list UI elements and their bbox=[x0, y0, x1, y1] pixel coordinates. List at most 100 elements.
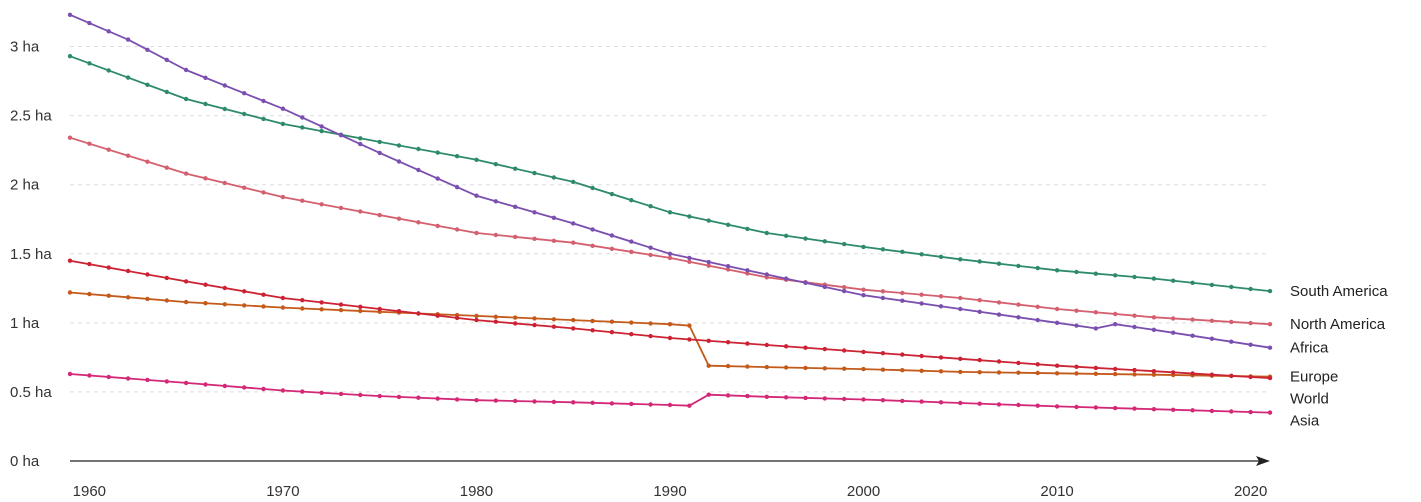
label-layer: South America North America Africa Europe Wo… bbox=[1290, 283, 1388, 430]
data-point bbox=[1171, 330, 1176, 335]
data-point bbox=[996, 300, 1002, 305]
data-point bbox=[1035, 304, 1040, 309]
data-point bbox=[164, 298, 169, 303]
data-point bbox=[1054, 404, 1060, 409]
data-point bbox=[280, 121, 286, 127]
data-point bbox=[300, 306, 305, 311]
data-point bbox=[67, 135, 73, 140]
data-point bbox=[261, 292, 266, 297]
data-point bbox=[1113, 273, 1118, 278]
data-point bbox=[377, 393, 382, 399]
data-point bbox=[1016, 360, 1021, 366]
data-point bbox=[261, 304, 266, 309]
data-point bbox=[377, 212, 382, 218]
data-point bbox=[1132, 324, 1137, 330]
data-point bbox=[1035, 403, 1040, 408]
data-point bbox=[842, 348, 847, 353]
data-point bbox=[725, 222, 731, 227]
data-point bbox=[667, 402, 673, 408]
data-point bbox=[377, 306, 382, 312]
data-point bbox=[977, 357, 982, 363]
data-point bbox=[183, 67, 189, 73]
data-point bbox=[493, 162, 498, 167]
data-point bbox=[1016, 263, 1021, 269]
data-point bbox=[706, 363, 711, 368]
y-tick-label: 1 ha bbox=[10, 315, 40, 332]
data-point bbox=[164, 165, 169, 170]
data-point bbox=[1016, 302, 1021, 307]
data-point bbox=[474, 230, 479, 236]
data-point bbox=[493, 398, 498, 403]
data-point bbox=[1190, 317, 1195, 322]
data-point bbox=[145, 159, 150, 164]
data-point bbox=[1113, 371, 1118, 377]
data-point bbox=[416, 311, 421, 316]
data-point bbox=[880, 289, 886, 294]
data-point bbox=[958, 356, 963, 361]
data-point bbox=[493, 319, 498, 324]
data-point bbox=[861, 244, 866, 250]
data-point bbox=[687, 214, 692, 219]
data-point bbox=[571, 240, 576, 245]
data-point bbox=[842, 285, 847, 290]
data-point bbox=[1074, 269, 1079, 275]
data-point bbox=[783, 365, 789, 370]
data-point bbox=[1190, 408, 1195, 413]
data-point bbox=[125, 268, 131, 274]
data-point bbox=[203, 101, 208, 107]
data-point bbox=[958, 257, 963, 262]
data-point bbox=[67, 54, 73, 59]
data-point bbox=[629, 249, 634, 254]
data-point bbox=[300, 389, 305, 394]
data-point bbox=[1093, 271, 1099, 276]
data-point bbox=[1171, 407, 1176, 412]
data-point bbox=[706, 259, 711, 265]
data-point bbox=[125, 75, 131, 80]
data-point bbox=[1113, 405, 1118, 411]
data-point bbox=[474, 317, 479, 323]
data-point bbox=[454, 227, 460, 232]
data-point bbox=[1132, 367, 1137, 373]
data-point bbox=[764, 272, 769, 277]
data-point bbox=[1132, 274, 1137, 280]
data-point bbox=[242, 289, 247, 294]
data-point bbox=[513, 166, 518, 171]
data-point bbox=[551, 175, 557, 180]
data-point bbox=[280, 295, 286, 301]
data-point bbox=[783, 276, 789, 281]
series-label: Africa bbox=[1290, 340, 1329, 357]
data-point bbox=[1229, 319, 1234, 325]
data-point bbox=[67, 12, 73, 17]
data-point bbox=[222, 383, 227, 389]
data-point bbox=[416, 167, 421, 173]
data-point bbox=[1171, 316, 1176, 321]
data-point bbox=[87, 141, 92, 146]
data-point bbox=[261, 116, 266, 122]
data-point bbox=[938, 304, 944, 309]
data-point bbox=[880, 247, 886, 252]
data-point bbox=[1074, 404, 1079, 410]
data-point bbox=[725, 264, 731, 269]
data-point bbox=[861, 287, 866, 292]
data-point bbox=[822, 284, 827, 290]
x-tick-label: 2000 bbox=[847, 483, 880, 500]
y-tick-label: 0 ha bbox=[10, 453, 40, 470]
data-point bbox=[222, 106, 227, 112]
data-point bbox=[435, 223, 440, 229]
data-point bbox=[1054, 371, 1060, 376]
data-point bbox=[900, 298, 905, 303]
y-tick-label: 1.5 ha bbox=[10, 246, 52, 263]
data-point bbox=[1209, 282, 1215, 288]
data-point bbox=[900, 352, 905, 357]
data-point bbox=[513, 234, 518, 240]
data-point bbox=[938, 254, 944, 259]
data-point bbox=[667, 251, 673, 256]
data-point bbox=[396, 159, 402, 164]
data-point bbox=[1248, 342, 1253, 347]
data-point bbox=[996, 370, 1002, 375]
data-point bbox=[145, 47, 150, 52]
data-point bbox=[629, 239, 634, 244]
data-point bbox=[125, 37, 131, 42]
data-point bbox=[87, 373, 92, 378]
data-point bbox=[861, 397, 866, 402]
